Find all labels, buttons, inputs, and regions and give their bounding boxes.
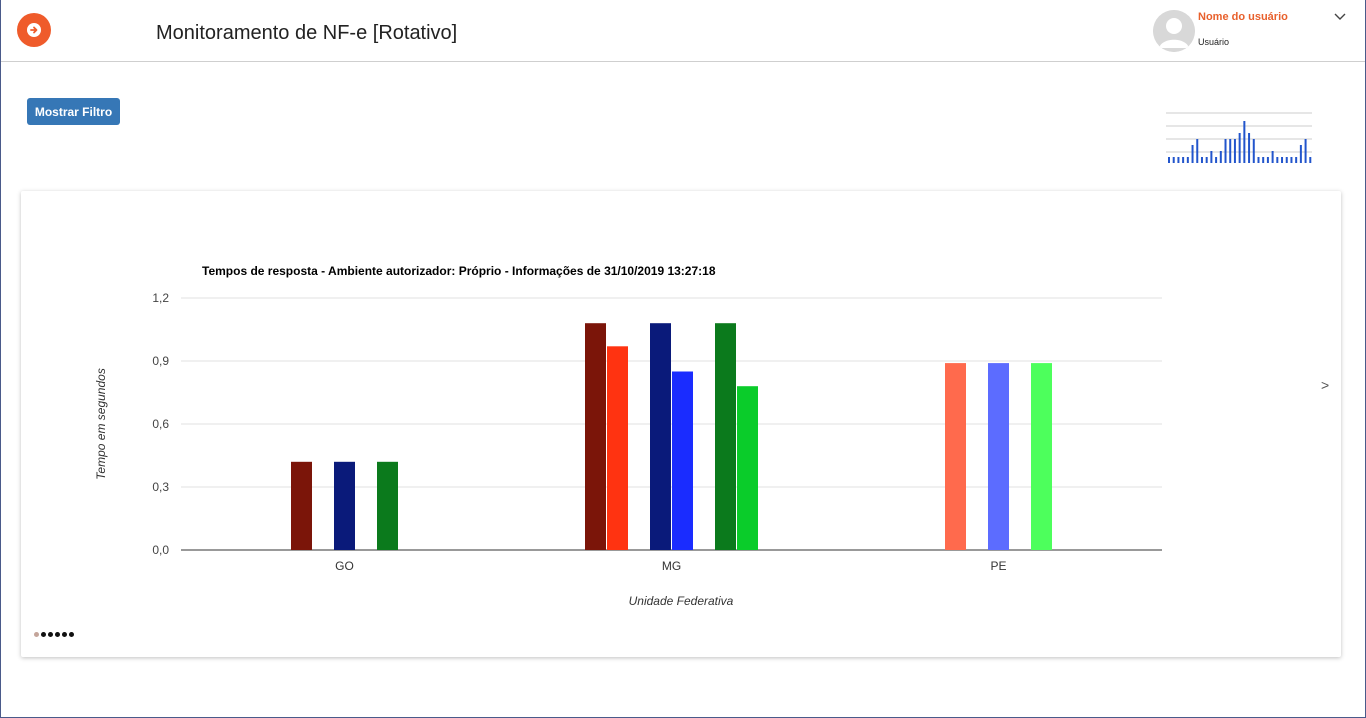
sparkline-bar xyxy=(1168,157,1170,163)
y-tick-label: 0,9 xyxy=(152,354,169,368)
sparkline-bar xyxy=(1186,157,1189,163)
top-bar: Monitoramento de NF-e [Rotativo] Nome do… xyxy=(1,0,1365,62)
sparkline-bar xyxy=(1281,157,1284,163)
bar[interactable] xyxy=(945,363,966,550)
carousel-next-button[interactable]: > xyxy=(1321,377,1330,393)
y-tick-label: 1,2 xyxy=(152,291,169,305)
user-menu[interactable]: Nome do usuário Usuário xyxy=(1153,8,1353,52)
sparkline-bar xyxy=(1290,157,1293,163)
user-name: Nome do usuário xyxy=(1198,11,1288,23)
bar-chart: Tempos de resposta - Ambiente autorizado… xyxy=(94,264,1162,608)
sparkline-bar xyxy=(1200,157,1203,163)
x-tick-label: PE xyxy=(990,559,1006,573)
sparkline-bar xyxy=(1238,133,1241,163)
carousel-dot[interactable] xyxy=(55,632,60,637)
carousel-dot[interactable] xyxy=(48,632,53,637)
bar[interactable] xyxy=(334,461,355,550)
y-axis-title: Tempo em segundos xyxy=(94,368,108,480)
sparkline-bar xyxy=(1266,157,1269,163)
sparkline-bar xyxy=(1252,139,1255,163)
x-tick-label: MG xyxy=(662,559,681,573)
y-tick-label: 0,0 xyxy=(152,543,169,557)
y-tick-label: 0,6 xyxy=(152,417,169,431)
sparkline-bar xyxy=(1177,157,1180,163)
sparkline-bar xyxy=(1172,157,1175,163)
sparkline-bar xyxy=(1299,145,1302,163)
sparkline-bar xyxy=(1210,151,1213,163)
sparkline-bar xyxy=(1229,139,1232,163)
sparkline-bar xyxy=(1276,157,1279,163)
sparkline-bar xyxy=(1243,121,1246,163)
sparkline-bar xyxy=(1219,151,1222,163)
sparkline-bar xyxy=(1182,157,1185,163)
carousel-dot[interactable] xyxy=(62,632,67,637)
bar[interactable] xyxy=(715,323,736,550)
bar[interactable] xyxy=(650,323,671,550)
sparkline-bar xyxy=(1285,157,1288,163)
bar[interactable] xyxy=(672,371,693,551)
sparkline-chart xyxy=(1166,112,1312,163)
x-axis-title: Unidade Federativa xyxy=(629,594,734,608)
sparkline-bar xyxy=(1271,151,1274,163)
chart-card: Tempos de resposta - Ambiente autorizado… xyxy=(21,191,1341,657)
bar[interactable] xyxy=(737,386,758,550)
bar[interactable] xyxy=(377,461,398,550)
sparkline-bar xyxy=(1262,157,1265,163)
sparkline-bar xyxy=(1295,157,1298,163)
sparkline-bar xyxy=(1309,157,1312,163)
sparkline-bar xyxy=(1224,139,1227,163)
sparkline-bar xyxy=(1205,157,1208,163)
sparkline-bar xyxy=(1304,139,1307,163)
page-title: Monitoramento de NF-e [Rotativo] xyxy=(156,22,458,44)
sparkline-bar xyxy=(1196,139,1199,163)
sparkline-bar xyxy=(1248,133,1251,163)
chevron-down-icon[interactable] xyxy=(1333,12,1347,22)
sparkline-bar xyxy=(1257,157,1260,163)
bar[interactable] xyxy=(291,461,312,550)
bar[interactable] xyxy=(607,346,628,550)
sparkline-bar xyxy=(1233,139,1236,163)
avatar xyxy=(1153,10,1195,52)
y-tick-label: 0,3 xyxy=(152,480,169,494)
bar[interactable] xyxy=(988,363,1009,550)
carousel-dots xyxy=(34,632,74,637)
carousel-dot[interactable] xyxy=(69,632,74,637)
x-tick-label: GO xyxy=(335,559,354,573)
carousel-dot[interactable] xyxy=(34,632,39,637)
sparkline-bar xyxy=(1191,145,1194,163)
arrow-right-circle-icon xyxy=(27,23,41,37)
show-filter-button[interactable]: Mostrar Filtro xyxy=(27,98,120,125)
bar[interactable] xyxy=(1031,363,1052,550)
bar[interactable] xyxy=(585,323,606,550)
chart-title: Tempos de resposta - Ambiente autorizado… xyxy=(202,264,716,278)
menu-toggle-button[interactable] xyxy=(17,13,51,47)
sparkline-bar xyxy=(1215,157,1218,163)
carousel-dot[interactable] xyxy=(41,632,46,637)
user-role: Usuário xyxy=(1198,37,1230,47)
